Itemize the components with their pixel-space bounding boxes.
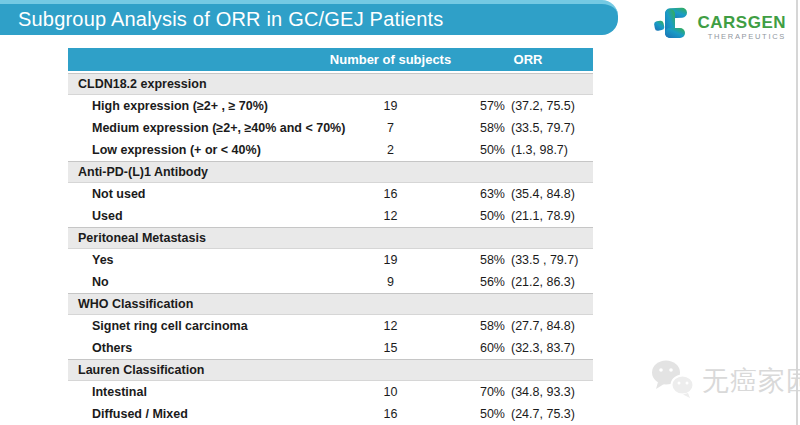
- orr-percent: 50%: [463, 143, 505, 157]
- table-row: Medium expression (≥2+, ≥40% and < 70%)7…: [68, 117, 593, 139]
- orr-value: 58% (27.7, 84.8): [463, 319, 593, 333]
- slide-right-edge: [796, 0, 798, 425]
- subjects-value: 10: [318, 385, 463, 399]
- category-label: Lauren Classification: [68, 363, 318, 377]
- carsgen-logo: CARSGEN THERAPEUTICS: [654, 7, 786, 48]
- orr-confidence-interval: (37.2, 75.5): [511, 99, 575, 113]
- orr-value: 50% (21.1, 78.9): [463, 209, 593, 223]
- table-row: No956% (21.2, 86.3): [68, 271, 593, 293]
- wechat-icon: [650, 358, 696, 404]
- orr-percent: 63%: [463, 187, 505, 201]
- category-row: WHO Classification: [68, 293, 593, 315]
- row-label: Signet ring cell carcinoma: [68, 319, 318, 333]
- watermark: 无癌家园: [650, 358, 800, 404]
- orr-percent: 70%: [463, 385, 505, 399]
- row-label: Intestinal: [68, 385, 318, 399]
- col-header-orr: ORR: [463, 52, 593, 67]
- subjects-value: 12: [318, 319, 463, 333]
- row-label: Others: [68, 341, 318, 355]
- row-label: Medium expression (≥2+, ≥40% and < 70%): [68, 121, 318, 135]
- table-body: CLDN18.2 expression High expression (≥2+ …: [68, 73, 593, 425]
- orr-percent: 57%: [463, 99, 505, 113]
- orr-confidence-interval: (24.7, 75.3): [511, 407, 575, 421]
- table-row: Low expression (+ or < 40%)250% (1.3, 98.…: [68, 139, 593, 161]
- logo-text: CARSGEN THERAPEUTICS: [697, 14, 786, 41]
- table-header-row: Number of subjects ORR: [68, 48, 593, 71]
- table-row: Used1250% (21.1, 78.9): [68, 205, 593, 227]
- watermark-text: 无癌家园: [702, 363, 800, 399]
- category-row: Lauren Classification: [68, 359, 593, 381]
- logo-wordmark: CARSGEN: [697, 14, 786, 31]
- subjects-value: 12: [318, 209, 463, 223]
- subjects-value: 16: [318, 407, 463, 421]
- carsgen-c-icon: [654, 7, 690, 48]
- table-row: Intestinal1070% (34.8, 93.3): [68, 381, 593, 403]
- orr-value: 63% (35.4, 84.8): [463, 187, 593, 201]
- table-row: Not used1663% (35.4, 84.8): [68, 183, 593, 205]
- row-label: Low expression (+ or < 40%): [68, 143, 318, 157]
- orr-value: 50% (1.3, 98.7): [463, 143, 593, 157]
- orr-value: 60% (32.3, 83.7): [463, 341, 593, 355]
- category-label: Peritoneal Metastasis: [68, 231, 318, 245]
- orr-confidence-interval: (33.5 , 79.7): [511, 253, 578, 267]
- orr-percent: 60%: [463, 341, 505, 355]
- orr-confidence-interval: (21.1, 78.9): [511, 209, 575, 223]
- subjects-value: 19: [318, 253, 463, 267]
- orr-percent: 50%: [463, 407, 505, 421]
- subjects-value: 7: [318, 121, 463, 135]
- orr-value: 56% (21.2, 86.3): [463, 275, 593, 289]
- orr-confidence-interval: (27.7, 84.8): [511, 319, 575, 333]
- orr-percent: 56%: [463, 275, 505, 289]
- table-row: Diffused / Mixed1650% (24.7, 75.3): [68, 403, 593, 425]
- table-row: Others1560% (32.3, 83.7): [68, 337, 593, 359]
- subjects-value: 19: [318, 99, 463, 113]
- orr-percent: 50%: [463, 209, 505, 223]
- row-label: Not used: [68, 187, 318, 201]
- orr-percent: 58%: [463, 253, 505, 267]
- orr-value: 58% (33.5 , 79.7): [463, 253, 593, 267]
- orr-confidence-interval: (33.5, 79.7): [511, 121, 575, 135]
- table-row: Signet ring cell carcinoma1258% (27.7, 84…: [68, 315, 593, 337]
- orr-confidence-interval: (35.4, 84.8): [511, 187, 575, 201]
- orr-value: 58% (33.5, 79.7): [463, 121, 593, 135]
- subjects-value: 16: [318, 187, 463, 201]
- title-banner: Subgroup Analysis of ORR in GC/GEJ Patie…: [0, 0, 618, 35]
- col-header-subjects: Number of subjects: [318, 52, 463, 67]
- orr-value: 70% (34.8, 93.3): [463, 385, 593, 399]
- orr-confidence-interval: (32.3, 83.7): [511, 341, 575, 355]
- page-title: Subgroup Analysis of ORR in GC/GEJ Patie…: [0, 8, 443, 31]
- subjects-value: 2: [318, 143, 463, 157]
- row-label: Yes: [68, 253, 318, 267]
- category-row: Anti-PD-(L)1 Antibody: [68, 161, 593, 183]
- table-row: Yes1958% (33.5 , 79.7): [68, 249, 593, 271]
- table-row: High expression (≥2+ , ≥ 70%)1957% (37.2,…: [68, 95, 593, 117]
- orr-value: 57% (37.2, 75.5): [463, 99, 593, 113]
- orr-value: 50% (24.7, 75.3): [463, 407, 593, 421]
- orr-confidence-interval: (21.2, 86.3): [511, 275, 575, 289]
- subjects-value: 9: [318, 275, 463, 289]
- orr-percent: 58%: [463, 121, 505, 135]
- category-label: Anti-PD-(L)1 Antibody: [68, 165, 318, 179]
- row-label: No: [68, 275, 318, 289]
- orr-confidence-interval: (34.8, 93.3): [511, 385, 575, 399]
- row-label: Diffused / Mixed: [68, 407, 318, 421]
- category-label: CLDN18.2 expression: [68, 77, 318, 91]
- orr-percent: 58%: [463, 319, 505, 333]
- row-label: Used: [68, 209, 318, 223]
- subgroup-table: Number of subjects ORR CLDN18.2 expressi…: [68, 48, 593, 425]
- orr-confidence-interval: (1.3, 98.7): [511, 143, 568, 157]
- slide: Subgroup Analysis of ORR in GC/GEJ Patie…: [0, 0, 800, 425]
- subjects-value: 15: [318, 341, 463, 355]
- category-row: Peritoneal Metastasis: [68, 227, 593, 249]
- row-label: High expression (≥2+ , ≥ 70%): [68, 99, 318, 113]
- logo-subtitle: THERAPEUTICS: [697, 33, 786, 41]
- category-row: CLDN18.2 expression: [68, 73, 593, 95]
- category-label: WHO Classification: [68, 297, 318, 311]
